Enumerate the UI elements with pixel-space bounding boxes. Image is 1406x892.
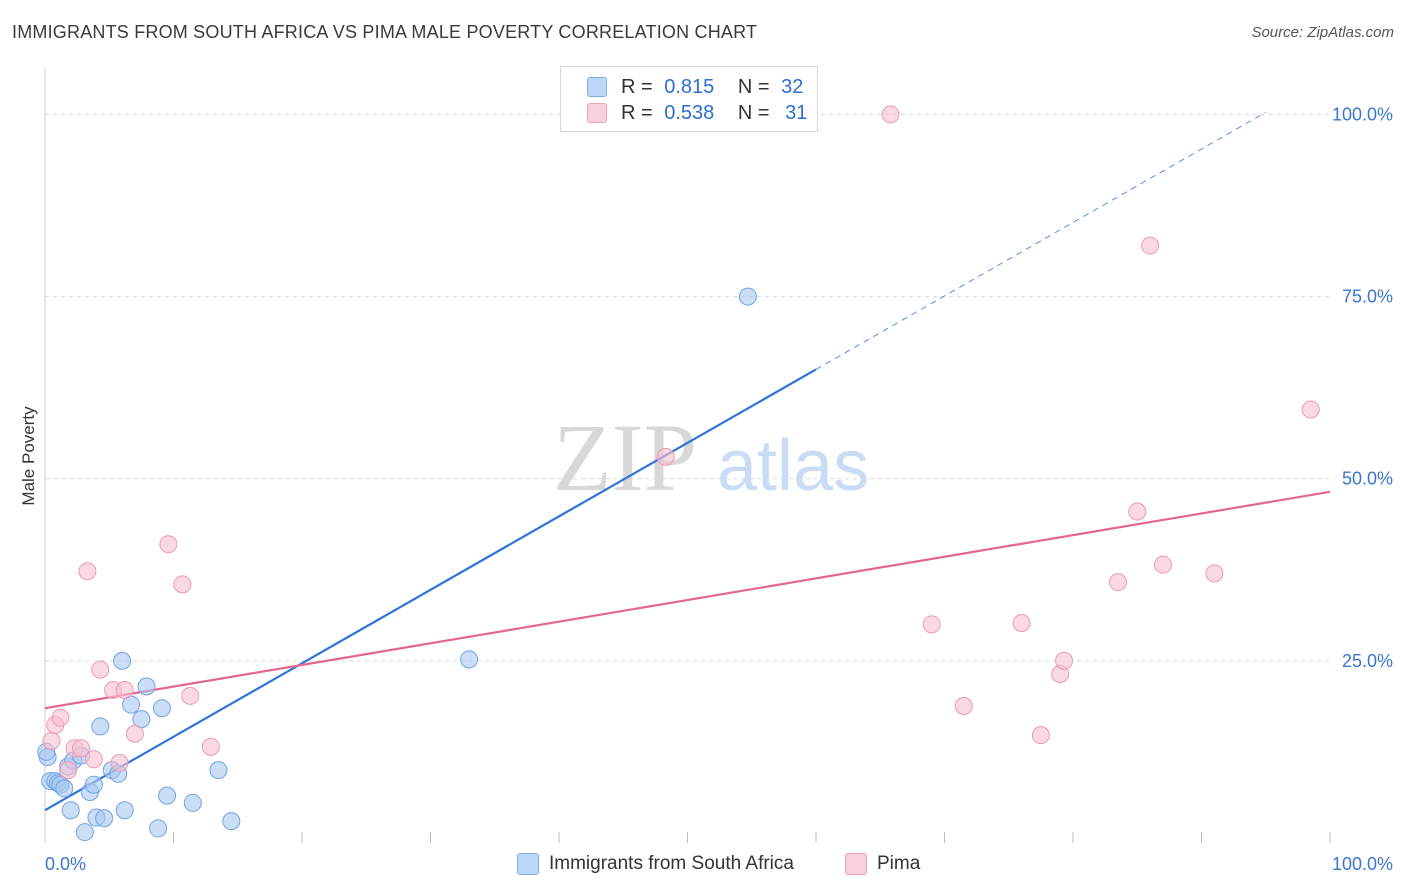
x-tick-label: 0.0% xyxy=(45,854,86,874)
point-immigrants xyxy=(149,819,168,838)
y-tick-label: 50.0% xyxy=(1342,469,1393,489)
y-tick-label: 75.0% xyxy=(1342,287,1393,307)
y-tick-label: 25.0% xyxy=(1342,651,1393,671)
point-pima xyxy=(1108,573,1127,592)
r-label: R = xyxy=(621,101,653,124)
point-pima xyxy=(1055,651,1074,670)
r-value: 0.538 xyxy=(664,101,715,124)
legend-swatch-blue xyxy=(517,853,539,875)
point-immigrants xyxy=(183,793,202,812)
point-immigrants xyxy=(115,801,134,820)
trendline-pima xyxy=(44,490,1331,710)
point-pima xyxy=(1128,502,1147,521)
point-pima xyxy=(656,447,675,466)
trendline-immigrants-extension xyxy=(815,111,1266,370)
axis-labels: 25.0% 50.0% 75.0% 100.0% 0.0% 100.0% xyxy=(45,104,1393,874)
watermark-atlas: atlas xyxy=(717,426,869,506)
point-pima xyxy=(59,761,78,780)
point-pima xyxy=(71,739,90,758)
correlation-legend: R = 0.815 N = 32 R = 0.538 N = 31 xyxy=(560,66,818,132)
legend-item-immigrants[interactable]: Immigrants from South Africa xyxy=(517,852,794,876)
legend-label: Immigrants from South Africa xyxy=(549,853,794,874)
point-pima xyxy=(91,660,110,679)
point-immigrants xyxy=(738,287,757,306)
trendline-immigrants xyxy=(44,368,817,812)
n-label: N = xyxy=(737,101,770,124)
point-pima xyxy=(115,681,134,699)
point-pima xyxy=(954,697,973,716)
point-immigrants xyxy=(61,801,80,820)
point-pima xyxy=(42,732,61,750)
watermark-zip: ZIP xyxy=(553,404,697,511)
point-pima xyxy=(1012,613,1031,632)
point-pima xyxy=(1153,555,1172,574)
point-pima xyxy=(1141,236,1160,255)
r-label: R = xyxy=(621,75,653,98)
n-label: N = xyxy=(737,75,770,98)
point-pima xyxy=(181,686,200,705)
y-tick-label: 100.0% xyxy=(1332,104,1393,124)
chart-title: IMMIGRANTS FROM SOUTH AFRICA VS PIMA MAL… xyxy=(12,22,758,42)
legend-item-pima[interactable]: Pima xyxy=(845,852,920,876)
point-pima xyxy=(922,615,941,634)
n-value: 31 xyxy=(785,101,808,124)
point-pima xyxy=(1301,400,1320,419)
point-pima xyxy=(159,535,178,554)
point-immigrants xyxy=(55,779,74,798)
point-immigrants xyxy=(222,812,241,831)
source-label: Source: ZipAtlas.com xyxy=(1251,24,1394,41)
r-value: 0.815 xyxy=(664,75,715,98)
point-immigrants xyxy=(91,717,110,736)
legend-label: Pima xyxy=(877,853,921,874)
point-pima xyxy=(173,575,192,594)
point-pima xyxy=(881,105,900,124)
point-immigrants xyxy=(75,823,94,842)
legend-swatch-pink xyxy=(845,853,867,875)
point-immigrants xyxy=(95,809,114,828)
point-immigrants xyxy=(152,699,171,718)
legend-swatch-blue xyxy=(587,77,607,97)
point-immigrants xyxy=(209,761,228,780)
point-pima xyxy=(51,708,70,727)
legend-swatch-pink xyxy=(587,103,607,123)
point-pima xyxy=(201,737,220,756)
point-pima xyxy=(84,750,103,769)
watermark: ZIP atlas xyxy=(553,404,869,511)
points-layer xyxy=(37,105,1320,842)
point-immigrants xyxy=(113,651,132,670)
point-pima xyxy=(110,753,129,772)
point-pima xyxy=(1205,564,1224,583)
trend-layer xyxy=(44,111,1331,812)
point-immigrants xyxy=(158,786,177,805)
point-pima xyxy=(125,724,144,743)
point-immigrants xyxy=(137,677,156,696)
point-pima xyxy=(78,562,97,581)
point-pima xyxy=(1031,726,1050,745)
n-value: 32 xyxy=(781,75,804,98)
y-axis-label: Male Poverty xyxy=(19,406,38,506)
point-immigrants xyxy=(460,650,479,669)
x-tick-label: 100.0% xyxy=(1332,854,1393,874)
point-immigrants xyxy=(84,775,103,794)
